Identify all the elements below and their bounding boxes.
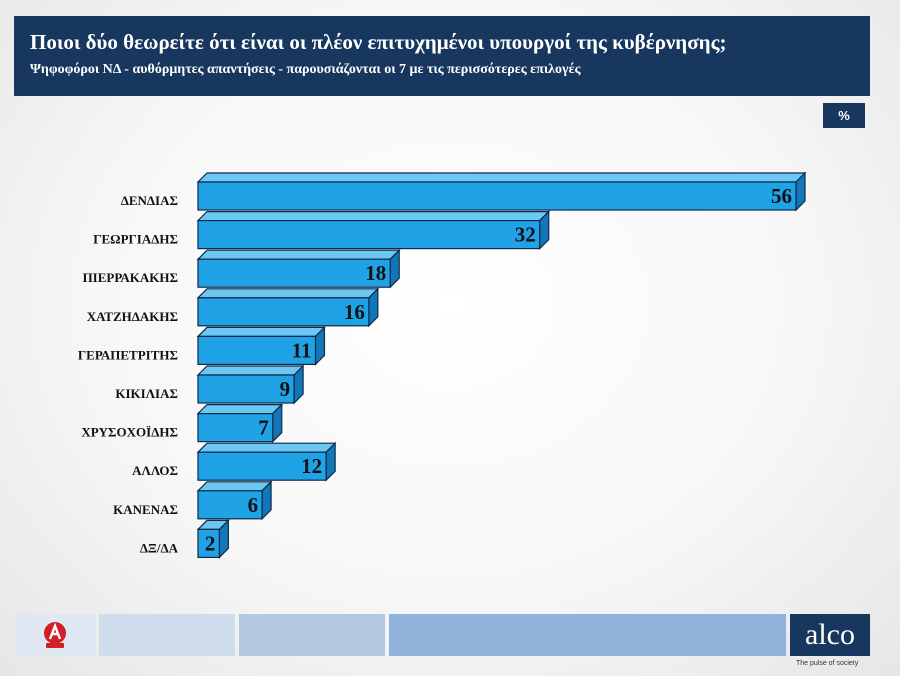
bar-group: 9 ΚΙΚΙΛΙΑΣ (115, 364, 305, 405)
bar-group: 2 ΔΞ/ΔΑ (140, 518, 230, 559)
chart-subtitle: Ψηφοφόροι ΝΔ - αυθόρμητες απαντήσεις - π… (30, 62, 581, 77)
bar-chart: 56 ΔΕΝΔΙΑΣ 32 ΓΕΩΡΓΙΑΔΗΣ 18 ΠΙΕΡΡΑΚΑΚΗΣ 16 ΧΑΤΖ… (78, 171, 807, 559)
bar-top-face (196, 288, 380, 299)
bar-group: 32 ΓΕΩΡΓΙΑΔΗΣ (93, 210, 551, 251)
data-label: 16 (344, 300, 365, 324)
bar-top-face (196, 249, 401, 260)
category-label: ΚΙΚΙΛΙΑΣ (115, 386, 178, 401)
bar-top-face (196, 481, 273, 492)
category-label: ΧΑΤΖΗΔΑΚΗΣ (87, 309, 178, 324)
bar-top-face (196, 211, 551, 222)
category-label: ΑΛΛΟΣ (132, 463, 178, 478)
bar-group: 12 ΑΛΛΟΣ (132, 441, 337, 482)
bar-group: 11 ΓΕΡΑΠΕΤΡΙΤΗΣ (78, 325, 326, 366)
data-label: 2 (205, 531, 216, 555)
bar-group: 56 ΔΕΝΔΙΑΣ (121, 171, 807, 212)
data-label: 12 (301, 454, 322, 478)
data-label: 18 (365, 261, 386, 285)
bar-top-face (196, 326, 326, 337)
category-label: ΔΞ/ΔΑ (140, 540, 179, 555)
category-label: ΧΡΥΣΟΧΟΪΔΗΣ (81, 425, 178, 440)
footer-segment (239, 614, 385, 656)
category-label: ΚΑΝΕΝΑΣ (113, 502, 178, 517)
data-label: 32 (515, 223, 536, 247)
chart-title: Ποιοι δύο θεωρείτε ότι είναι οι πλέον επ… (30, 30, 727, 54)
bar (197, 528, 220, 559)
data-label: 9 (280, 377, 291, 401)
alco-logo: alco (790, 614, 870, 656)
category-label: ΓΕΩΡΓΙΑΔΗΣ (93, 232, 178, 247)
bar (197, 258, 391, 288)
data-label: 56 (771, 184, 792, 208)
footer-segment (389, 614, 786, 656)
bar-group: 16 ΧΑΤΖΗΔΑΚΗΣ (87, 287, 380, 328)
category-label: ΠΙΕΡΡΑΚΑΚΗΣ (83, 270, 178, 285)
bar-group: 7 ΧΡΥΣΟΧΟΪΔΗΣ (81, 403, 284, 444)
bar-group: 18 ΠΙΕΡΡΑΚΑΚΗΣ (83, 248, 401, 289)
alco-tagline: The pulse of society (796, 660, 859, 667)
bar (197, 374, 295, 404)
bar (197, 220, 541, 250)
bar (197, 297, 370, 327)
bar (197, 335, 317, 365)
chart-header: Ποιοι δύο θεωρείτε ότι είναι οι πλέον επ… (14, 16, 870, 96)
bar (197, 181, 797, 211)
footer-segment (99, 614, 235, 656)
category-label: ΔΕΝΔΙΑΣ (121, 193, 178, 208)
bar-top-face (196, 365, 305, 376)
bar (197, 490, 263, 520)
category-label: ΓΕΡΑΠΕΤΡΙΤΗΣ (78, 347, 178, 362)
bar-top-face (196, 172, 807, 183)
data-label: 11 (292, 338, 312, 362)
channel-logo (14, 614, 96, 656)
bar-group: 6 ΚΑΝΕΝΑΣ (113, 480, 273, 521)
alpha-logo-icon (44, 622, 66, 648)
data-label: 7 (258, 416, 269, 440)
bar-top-face (196, 404, 284, 415)
bar (197, 413, 274, 443)
bar-top-face (196, 442, 337, 453)
unit-badge: % (823, 103, 865, 128)
data-label: 6 (248, 493, 259, 517)
bar (197, 451, 327, 481)
